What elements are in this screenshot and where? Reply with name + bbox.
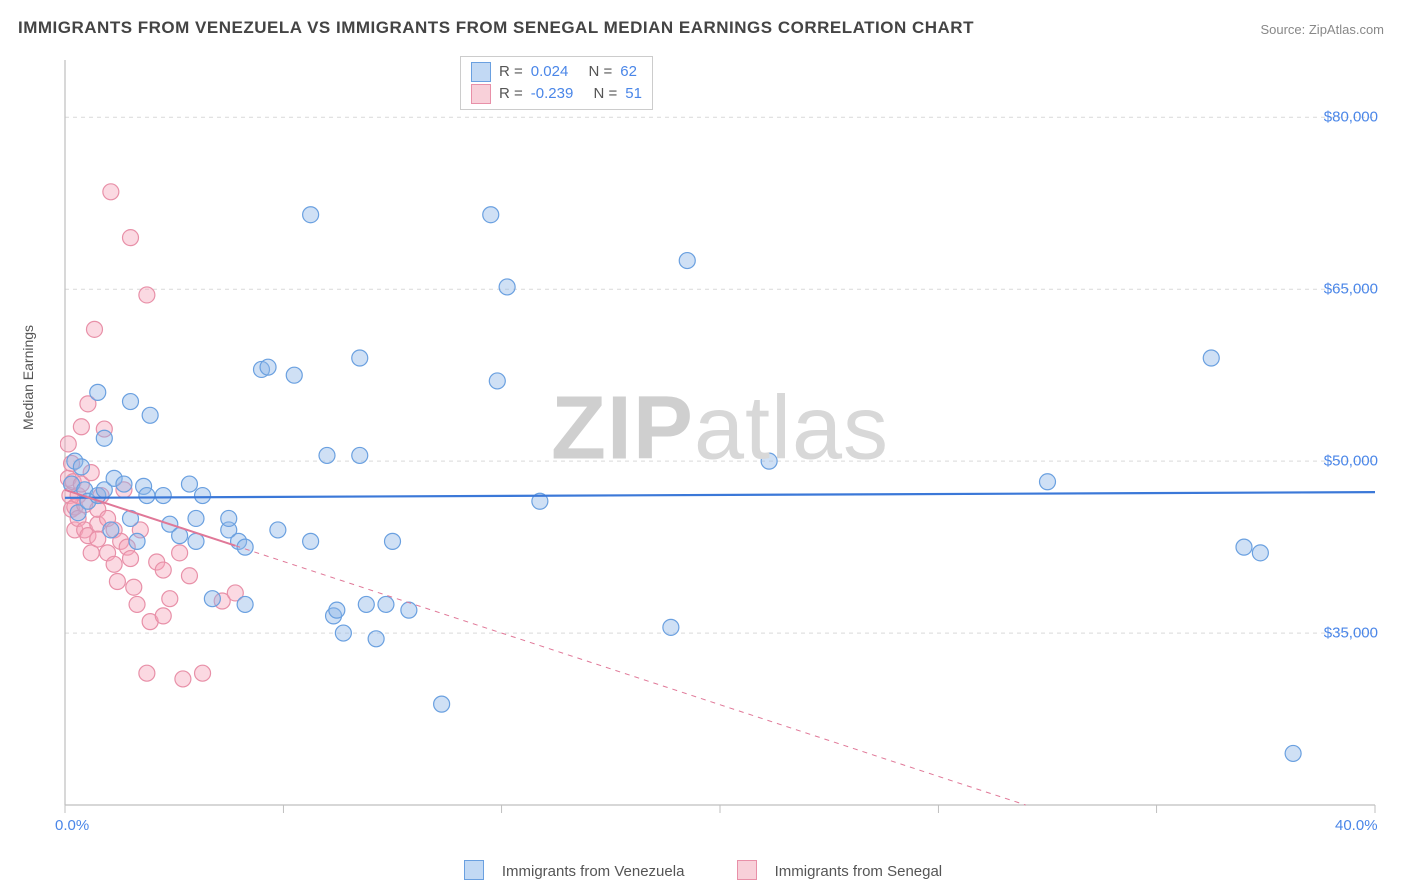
plot-svg	[60, 55, 1380, 835]
y-tick-label: $65,000	[1324, 281, 1378, 298]
x-min-label: 0.0%	[55, 817, 89, 834]
r-value-venezuela: 0.024	[531, 61, 569, 83]
swatch-blue	[464, 860, 484, 880]
y-tick-label: $50,000	[1324, 453, 1378, 470]
correlation-legend: R = 0.024 N = 62 R = -0.239 N = 51	[460, 56, 653, 110]
r-label: R =	[499, 83, 523, 105]
legend-label-venezuela: Immigrants from Venezuela	[502, 863, 685, 880]
legend-label-senegal: Immigrants from Senegal	[775, 863, 943, 880]
r-value-senegal: -0.239	[531, 83, 574, 105]
n-value-senegal: 51	[625, 83, 642, 105]
n-label: N =	[588, 61, 612, 83]
swatch-pink	[471, 84, 491, 104]
legend-item-senegal: Immigrants from Senegal	[725, 863, 955, 880]
r-label: R =	[499, 61, 523, 83]
series-legend: Immigrants from Venezuela Immigrants fro…	[0, 860, 1406, 880]
chart-title: IMMIGRANTS FROM VENEZUELA VS IMMIGRANTS …	[18, 18, 974, 38]
swatch-pink	[737, 860, 757, 880]
swatch-blue	[471, 62, 491, 82]
x-max-label: 40.0%	[1335, 817, 1378, 834]
legend-item-venezuela: Immigrants from Venezuela	[452, 863, 701, 880]
y-axis-label: Median Earnings	[20, 325, 36, 430]
n-label: N =	[593, 83, 617, 105]
n-value-venezuela: 62	[620, 61, 637, 83]
scatter-plot: ZIPatlas	[60, 55, 1380, 835]
y-tick-label: $80,000	[1324, 109, 1378, 126]
source-attribution: Source: ZipAtlas.com	[1260, 22, 1384, 37]
legend-row-venezuela: R = 0.024 N = 62	[471, 61, 642, 83]
y-tick-label: $35,000	[1324, 625, 1378, 642]
legend-row-senegal: R = -0.239 N = 51	[471, 83, 642, 105]
